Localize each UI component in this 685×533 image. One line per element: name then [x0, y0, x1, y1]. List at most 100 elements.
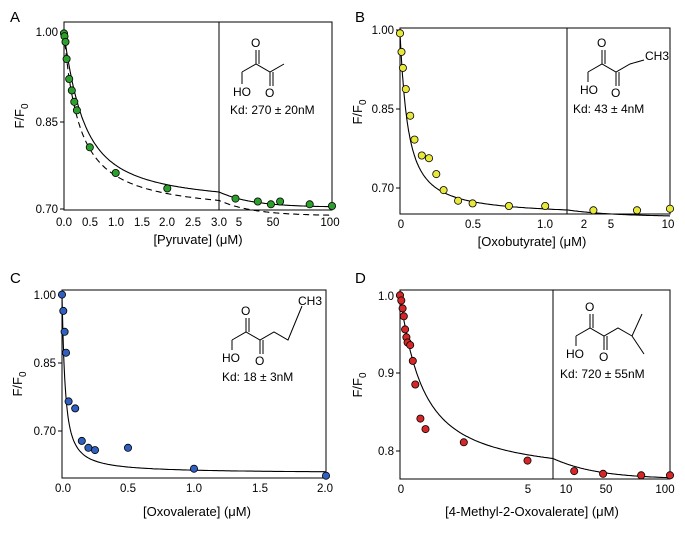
- panel-a-data-point: [62, 55, 71, 64]
- panel-a-data-point: [276, 197, 285, 206]
- panel-d-ytick: 1.0: [378, 291, 394, 303]
- panel-a-o: O: [251, 36, 260, 50]
- panel-a-xtick: 1.5: [134, 217, 150, 229]
- panel-c-data-point: [59, 306, 68, 315]
- panel-b-o2: O: [611, 86, 620, 100]
- panel-c-ytick: 0.70: [34, 426, 56, 438]
- panel-d-data-point: [401, 325, 410, 334]
- panel-c-ytick: 1.00: [34, 290, 56, 302]
- panel-a-data-point: [65, 75, 74, 84]
- panel-a-data-point: [231, 194, 240, 203]
- panel-b-xtick: 1.0: [537, 219, 553, 231]
- panel-c-ylabel-sub: 0: [18, 371, 29, 377]
- panel-b-o: O: [597, 36, 606, 50]
- panel-d-xlabel: [4-Methyl-2-Oxovalerate] (μM): [445, 504, 619, 519]
- panel-c-xtick: 0.0: [55, 483, 71, 495]
- panel-a-ytick: 1.00: [36, 27, 58, 39]
- panel-d: D 1.0 0.9 0.8 0 5 10 50 100 [4-Methyl-2-…: [350, 270, 675, 519]
- panel-d-ytick: 0.8: [378, 446, 394, 458]
- panel-b-data-point: [406, 111, 415, 120]
- panel-b-label: B: [355, 9, 365, 26]
- panel-b-xtick: 0.5: [465, 219, 481, 231]
- panel-c-data-point: [77, 436, 86, 445]
- panel-d-o2: O: [599, 350, 608, 364]
- panel-b-ytick: 0.85: [372, 104, 394, 116]
- panel-a-ylabel-base: F/F: [12, 109, 27, 129]
- panel-d-data-point: [416, 414, 425, 423]
- panel-c-o2: O: [255, 354, 264, 368]
- panel-d-kd: Kd: 720 ± 55nM: [560, 367, 645, 381]
- panel-b-data-point: [633, 206, 642, 215]
- panel-a-fit-dashed-line: [63, 33, 332, 216]
- panel-a-data-point: [163, 184, 172, 193]
- svg-text:F/F0: F/F0: [350, 372, 369, 398]
- panel-d-ytick: 0.9: [378, 368, 394, 380]
- panel-c-data-point: [84, 443, 93, 452]
- panel-b-structure: [587, 50, 645, 86]
- panel-a-frame: [63, 21, 333, 211]
- panel-a-xtick: 0.0: [56, 217, 72, 229]
- panel-d-fit-line: [399, 295, 670, 479]
- panel-b-kd: Kd: 43 ± 4nM: [573, 102, 644, 116]
- panel-c-data-point: [60, 327, 69, 336]
- panel-a-label: A: [10, 9, 20, 26]
- panel-c-data-point: [189, 464, 198, 473]
- panel-c-data-point: [71, 404, 80, 413]
- panel-a-data-point: [61, 37, 70, 46]
- panel-a-o2: O: [265, 86, 274, 100]
- panel-a-data-point: [67, 86, 76, 95]
- panel-d-label: D: [355, 270, 366, 287]
- panel-b-data-point: [454, 196, 463, 205]
- panel-c-ylabel: F/F0: [10, 371, 29, 397]
- panel-c-oh: HO: [222, 351, 240, 365]
- panel-d-data-point: [411, 380, 420, 389]
- panel-b-data-point: [410, 135, 419, 144]
- panel-c-ylabel-base: F/F: [10, 377, 25, 397]
- panel-a-xtick: 3.0: [211, 217, 227, 229]
- panel-c-data-point: [64, 397, 73, 406]
- panel-a-ytick: 0.85: [36, 117, 58, 129]
- panel-d-frame: [399, 289, 671, 480]
- panel-b-xtick: 5: [608, 219, 614, 231]
- panel-a-data-point: [70, 97, 79, 106]
- panel-a: A 1.00 0.85 0.70 0.0 0.5 1.0 1.5 2.0 2.5…: [10, 9, 340, 247]
- panel-a-xtick: 2.0: [159, 217, 175, 229]
- panel-d-data-point: [421, 425, 430, 434]
- panel-a-xtick: 1.0: [108, 217, 124, 229]
- panel-b-data-point: [439, 186, 448, 195]
- panel-d-data-point: [637, 471, 646, 480]
- panel-a-data-point: [327, 201, 336, 210]
- panel-a-xtick: 5: [236, 217, 242, 229]
- panel-d-ylabel-base: F/F: [350, 378, 365, 398]
- panel-a-oh: HO: [233, 85, 251, 99]
- panel-b-ch3: CH3: [645, 49, 669, 63]
- panel-a-xtick: 100: [320, 217, 339, 229]
- panel-c-o: O: [241, 304, 250, 318]
- panel-c-data-point: [321, 471, 330, 480]
- panel-b-data-point: [395, 29, 404, 38]
- panel-c-label: C: [10, 270, 21, 287]
- panel-b-fit-line: [399, 33, 670, 217]
- panel-c-data-point: [58, 290, 67, 299]
- panel-d-data-point: [397, 296, 406, 305]
- panel-d-xtick: 10: [560, 484, 573, 496]
- panel-c-data-point: [91, 446, 100, 455]
- panel-d-data-point: [599, 469, 608, 478]
- svg-text:F/F0: F/F0: [350, 99, 369, 125]
- panel-b: B 1.00 0.85 0.70 0 0.5 1.0 2 5 10 [Oxobu…: [350, 9, 674, 249]
- panel-d-data-point: [570, 467, 579, 476]
- panel-b-data-point: [504, 201, 513, 210]
- panel-d-ylabel-sub: 0: [358, 372, 369, 378]
- panel-d-data-point: [406, 341, 415, 350]
- panel-a-ylabel-sub: 0: [20, 103, 31, 109]
- panel-c-data-point: [62, 348, 71, 357]
- panel-c-ytick: 0.85: [34, 358, 56, 370]
- panel-c-frame: [61, 289, 327, 479]
- panel-b-data-point: [398, 63, 407, 72]
- panel-a-data-point: [72, 106, 81, 115]
- panel-b-oh: HO: [580, 83, 598, 97]
- panel-b-ytick: 0.70: [372, 183, 394, 195]
- panel-b-frame: [399, 27, 671, 215]
- panel-c-xlabel: [Oxovalerate] (μM): [143, 504, 251, 519]
